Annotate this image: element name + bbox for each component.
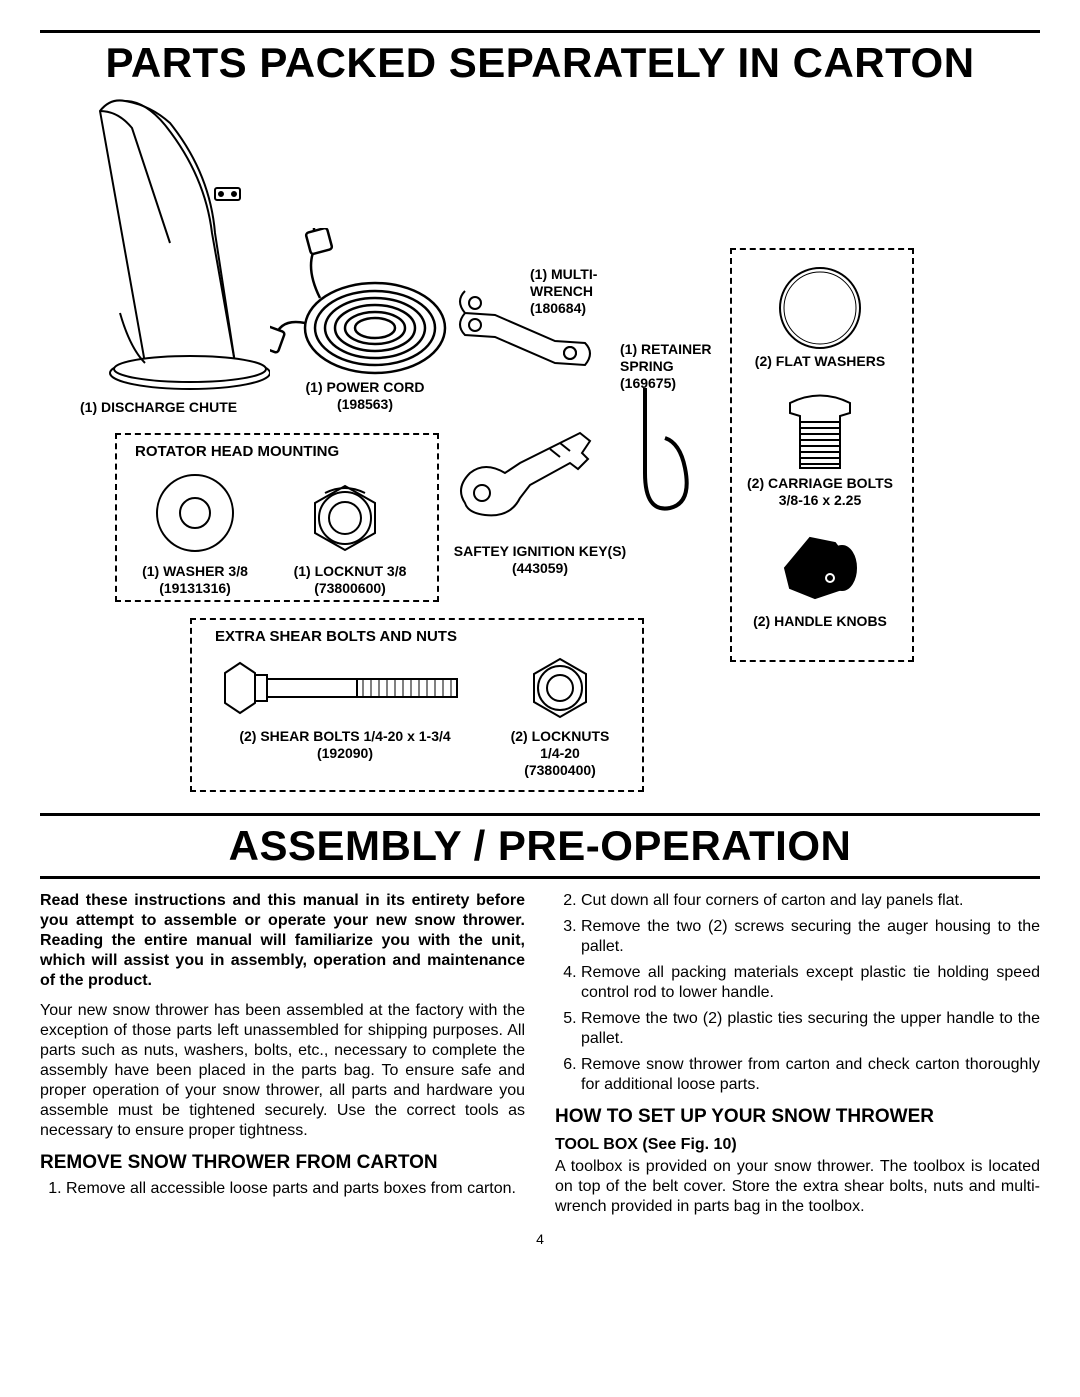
label-locknut: (1) LOCKNUT 3/8 (73800600) [280,563,420,597]
h-setup: HOW TO SET UP YOUR SNOW THROWER [555,1105,1040,1129]
rule-mid2 [40,876,1040,879]
ln2-2: 1/4-20 [540,745,580,761]
label-retainer: (1) RETAINER SPRING (169675) [620,341,730,391]
shear-bolt-icon [215,653,475,723]
power-cord-text: (1) POWER CORD [306,379,425,395]
label-washer: (1) WASHER 3/8 (19131316) [125,563,265,597]
locknut-14-icon [520,653,600,723]
mw-line1: (1) MULTI- [530,266,597,282]
step-6: Remove snow thrower from carton and chec… [581,1055,1040,1095]
ret-2: SPRING [620,358,674,374]
power-cord-pn: (198563) [337,396,393,412]
rotator-title: ROTATOR HEAD MOUNTING [135,443,365,460]
sb-1: (2) SHEAR BOLTS 1/4-20 x 1-3/4 [239,728,450,744]
mw-pn: (180684) [530,300,586,316]
ln2-1: (2) LOCKNUTS [511,728,610,744]
power-cord-icon [270,228,460,388]
body-text: Read these instructions and this manual … [40,891,1040,1217]
step-5: Remove the two (2) plastic ties securing… [581,1009,1040,1049]
intro-bold: Read these instructions and this manual … [40,891,525,991]
ln-pn: (73800600) [314,580,386,596]
toolbox: A toolbox is provided on your snow throw… [555,1157,1040,1217]
rule-mid [40,813,1040,816]
label-shear-bolt: (2) SHEAR BOLTS 1/4-20 x 1-3/4 (192090) [220,728,470,762]
label-carriage-bolts: (2) CARRIAGE BOLTS 3/8-16 x 2.25 [735,475,905,509]
ignition-key-icon [450,403,610,543]
page-number: 4 [40,1231,1040,1247]
cb-1: (2) CARRIAGE BOLTS [747,475,893,491]
ign-1: SAFTEY IGNITION KEY(S) [454,543,626,559]
h-toolbox: TOOL BOX (See Fig. 10) [555,1135,1040,1155]
ln2-pn: (73800400) [524,762,596,778]
flat-washer-icon [760,263,880,353]
ret-pn: (169675) [620,375,676,391]
label-ignition: SAFTEY IGNITION KEY(S) (443059) [440,543,640,577]
title-assembly: ASSEMBLY / PRE-OPERATION [40,822,1040,870]
step-1: Remove all accessible loose parts and pa… [66,1179,525,1199]
washer-38-icon [140,468,250,558]
sb-pn: (192090) [317,745,373,761]
w-pn: (19131316) [159,580,231,596]
carriage-bolt-icon [770,388,870,478]
ln-1: (1) LOCKNUT 3/8 [294,563,407,579]
step-4: Remove all packing materials except plas… [581,963,1040,1003]
label-flat-washers: (2) FLAT WASHERS [735,353,905,370]
ign-pn: (443059) [512,560,568,576]
label-discharge-chute: (1) DISCHARGE CHUTE [80,399,270,416]
step-3: Remove the two (2) screws securing the a… [581,917,1040,957]
label-handle-knobs: (2) HANDLE KNOBS [735,613,905,630]
parts-figure: (1) DISCHARGE CHUTE (1) POWER CORD (1985… [40,93,1040,813]
retainer-spring-icon [620,383,700,523]
rule-top [40,30,1040,33]
title-parts: PARTS PACKED SEPARATELY IN CARTON [40,39,1040,87]
label-locknuts2: (2) LOCKNUTS 1/4-20 (73800400) [495,728,625,778]
label-power-cord: (1) POWER CORD (198563) [300,379,430,413]
step-2: Cut down all four corners of carton and … [581,891,1040,911]
h-remove: REMOVE SNOW THROWER FROM CARTON [40,1151,525,1175]
cb-2: 3/8-16 x 2.25 [779,492,862,508]
mw-line2: WRENCH [530,283,593,299]
ret-1: (1) RETAINER [620,341,712,357]
handle-knob-icon [770,518,870,608]
shear-title: EXTRA SHEAR BOLTS AND NUTS [215,628,475,645]
label-multi-wrench: (1) MULTI- WRENCH (180684) [530,266,630,316]
w-1: (1) WASHER 3/8 [142,563,248,579]
locknut-38-icon [300,478,390,558]
discharge-chute-icon [70,93,270,403]
intro: Your new snow thrower has been assembled… [40,1001,525,1141]
